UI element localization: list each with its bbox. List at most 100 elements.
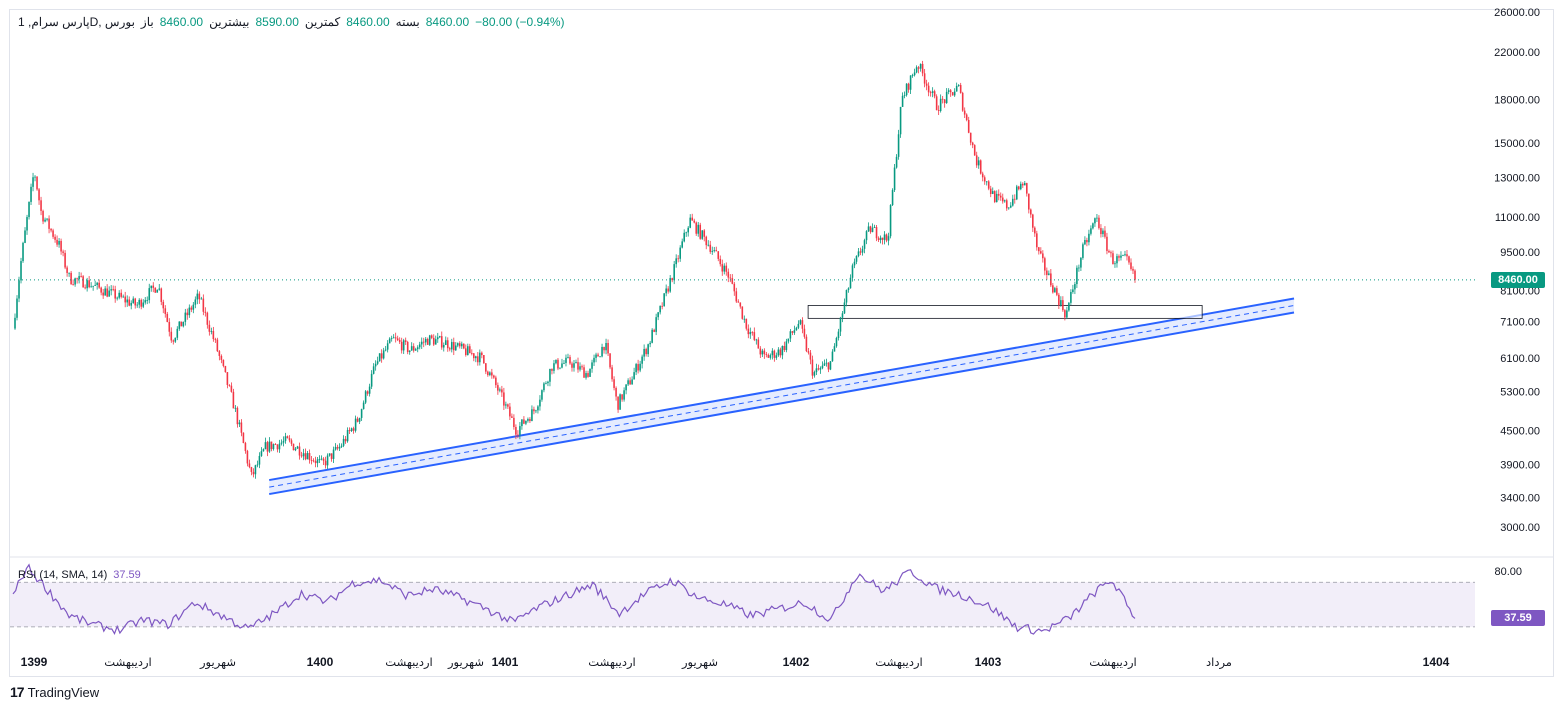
candle-body [348, 430, 351, 432]
candle-body [364, 391, 367, 403]
candle-body [26, 217, 28, 231]
candle-body [865, 231, 868, 241]
candle-body [533, 409, 535, 412]
candle-body [1007, 207, 1010, 209]
candle-body [899, 106, 902, 135]
candle-body [300, 455, 303, 457]
candle-body [214, 339, 217, 340]
candle-body [783, 345, 786, 351]
candle-body [819, 368, 822, 370]
candle-body [30, 186, 32, 202]
candle-body [849, 277, 852, 289]
x-tick-label: اردیبهشت [875, 655, 922, 670]
candle-body [42, 210, 44, 222]
candle-body [887, 236, 890, 241]
candle-body [837, 331, 840, 338]
candle-body [192, 304, 195, 310]
candle-body [1038, 247, 1040, 252]
candle-body [585, 373, 587, 378]
candle-body [46, 218, 48, 220]
candle-body [935, 96, 938, 111]
candle-body [705, 236, 708, 246]
candle-body [318, 459, 321, 460]
candle-body [965, 114, 968, 120]
candle-body [731, 278, 734, 284]
candle-body [511, 416, 513, 418]
candle-body [1076, 267, 1078, 285]
y-tick-label: 3400.00 [1500, 492, 1540, 504]
candle-body [551, 368, 553, 371]
candle-body [88, 280, 90, 288]
candle-body [254, 465, 257, 475]
candle-body [523, 419, 525, 424]
candle-body [202, 298, 205, 312]
candle-body [679, 247, 681, 259]
candle-body [859, 251, 862, 253]
candle-body [967, 119, 970, 133]
candle-body [174, 337, 177, 342]
candle-body [879, 237, 882, 241]
candle-body [136, 304, 139, 306]
candle-body [280, 442, 283, 444]
candle-body [456, 343, 459, 346]
candle-body [623, 390, 625, 400]
candle-body [485, 363, 487, 372]
candle-body [86, 280, 88, 289]
tradingview-logo[interactable]: 17 TradingView [10, 684, 99, 700]
candle-body [394, 337, 397, 339]
candle-body [947, 90, 950, 92]
candle-body [388, 338, 391, 344]
candle-body [465, 348, 467, 355]
candle-body [755, 339, 758, 341]
candle-body [719, 258, 722, 265]
candle-body [487, 371, 489, 376]
candle-body [811, 359, 814, 376]
candle-body [805, 336, 808, 352]
candle-body [545, 383, 547, 384]
candle-body [426, 338, 429, 345]
candle-body [236, 407, 239, 425]
tradingview-mark-icon: 17 [10, 684, 25, 700]
candle-body [452, 342, 455, 351]
candle-body [987, 181, 990, 189]
candle-body [875, 227, 878, 239]
candle-body [483, 355, 485, 364]
candle-body [50, 228, 52, 231]
candle-body [336, 446, 339, 449]
candle-body [396, 338, 399, 340]
candle-body [102, 292, 104, 296]
symbol-title[interactable]: پارس سرام, 1D, بورس [18, 15, 135, 29]
candle-body [118, 292, 120, 298]
candle-body [995, 193, 998, 202]
candle-body [593, 357, 595, 363]
candle-body [569, 357, 571, 364]
candle-body [62, 251, 64, 253]
support-zone-box [807, 305, 1203, 319]
candle-body [579, 366, 581, 370]
y-tick-label: 5300.00 [1500, 386, 1540, 398]
candle-body [645, 348, 647, 355]
candle-body [128, 299, 131, 306]
rsi-legend[interactable]: RSI (14, SMA, 14) 37.59 [18, 569, 141, 581]
candle-body [310, 460, 313, 461]
candle-body [513, 417, 515, 428]
candle-body [1112, 253, 1114, 265]
candle-body [675, 258, 677, 265]
candle-body [665, 288, 667, 294]
candle-body [294, 448, 297, 451]
candle-body [1110, 252, 1112, 254]
candle-body [577, 362, 579, 370]
candle-body [477, 356, 479, 363]
candle-body [793, 330, 796, 333]
candle-body [1124, 254, 1126, 256]
candle-body [126, 299, 129, 303]
candle-body [803, 328, 806, 337]
candle-body [695, 222, 698, 234]
candle-body [673, 264, 675, 281]
candle-body [753, 332, 756, 340]
candle-body [1092, 223, 1094, 229]
candle-body [743, 318, 746, 320]
open-label: باز [140, 15, 154, 29]
candle-body [108, 290, 110, 297]
